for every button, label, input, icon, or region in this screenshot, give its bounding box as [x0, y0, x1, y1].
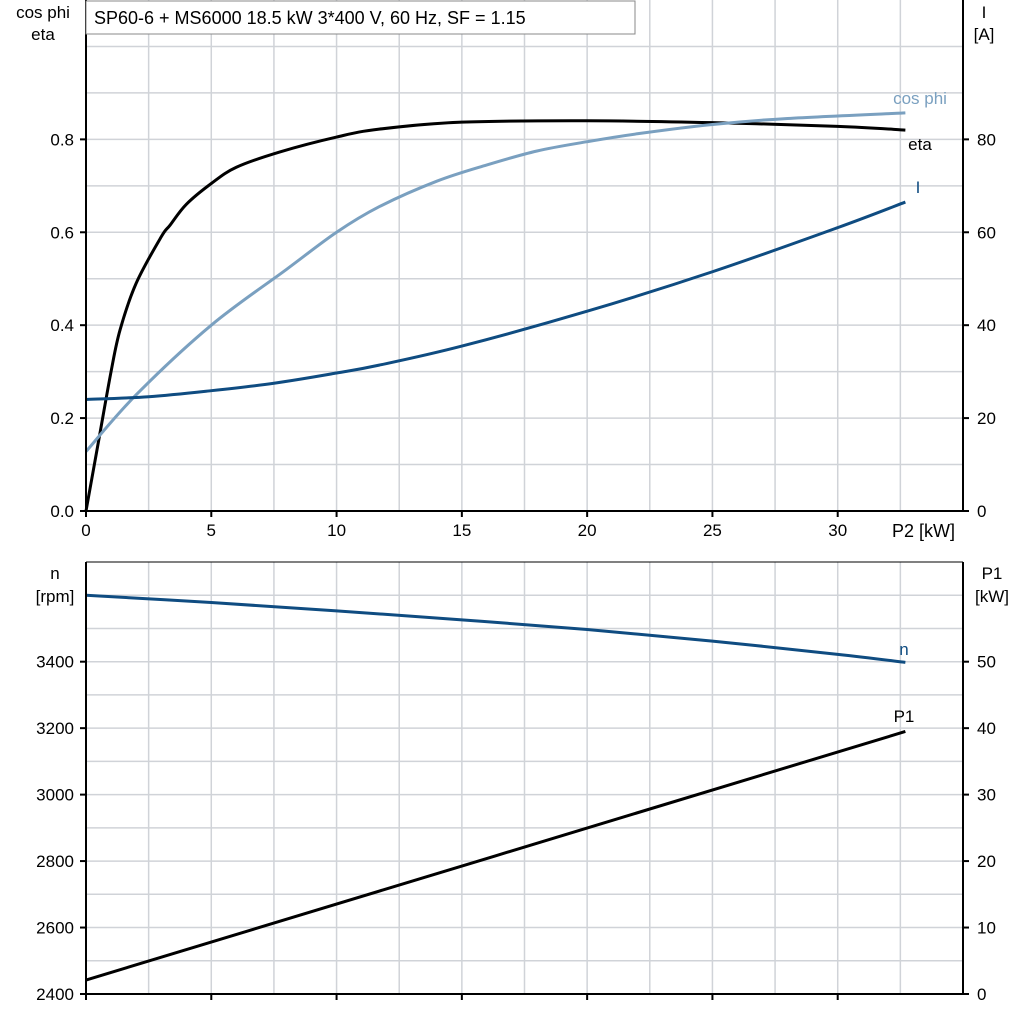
right-tick-label: 50	[977, 653, 996, 672]
right-tick-label: 0	[977, 502, 986, 521]
right-tick-label: 30	[977, 786, 996, 805]
right-tick-label: 40	[977, 719, 996, 738]
axes-layer: 0.0 0.2 0.4 0.6 0.8 0 20 40 60 80 0 5 10 15 20 25 30 2400…	[36, 0, 996, 1004]
left-tick-label: 3000	[36, 786, 74, 805]
top-right-ylabel-2: [A]	[974, 25, 995, 44]
right-tick-label: 40	[977, 316, 996, 335]
right-tick-label: 20	[977, 852, 996, 871]
x-axis-label: P2 [kW]	[892, 521, 955, 541]
series-line-eta	[84, 119, 906, 512]
bottom-right-ylabel-1: P1	[982, 564, 1003, 583]
left-tick-label: 2800	[36, 852, 74, 871]
bottom-right-ylabel-2: [kW]	[975, 587, 1009, 606]
left-tick-label: 3400	[36, 653, 74, 672]
left-tick-label: 0.6	[50, 223, 74, 242]
top-right-ylabel-1: I	[982, 3, 987, 22]
right-tick-label: 20	[977, 409, 996, 428]
series-line-cos-phi	[84, 111, 906, 453]
right-tick-label: 60	[977, 223, 996, 242]
series-label-n: n	[899, 640, 908, 659]
series-label-eta: eta	[908, 135, 932, 154]
series-label-cos-phi: cos phi	[893, 89, 947, 108]
x-tick-label: 30	[828, 521, 847, 540]
top-left-ylabel-2: eta	[31, 25, 55, 44]
series-label-P1: P1	[894, 707, 915, 726]
chart-title: SP60-6 + MS6000 18.5 kW 3*400 V, 60 Hz, …	[94, 8, 526, 28]
x-tick-label: 0	[81, 521, 90, 540]
right-tick-label: 10	[977, 919, 996, 938]
bottom-left-ylabel-1: n	[50, 564, 59, 583]
series-layer: eta cos phi In P1	[84, 89, 947, 982]
top-left-ylabel-1: cos phi	[16, 3, 70, 22]
x-tick-label: 15	[452, 521, 471, 540]
x-tick-label: 5	[207, 521, 216, 540]
series-label-I: I	[916, 178, 921, 197]
right-tick-label: 80	[977, 130, 996, 149]
left-tick-label: 0.0	[50, 502, 74, 521]
left-tick-label: 2600	[36, 919, 74, 938]
bottom-grid	[86, 562, 963, 994]
series-line-P1	[85, 730, 906, 982]
left-tick-label: 2400	[36, 985, 74, 1004]
x-tick-label: 10	[327, 521, 346, 540]
x-tick-label: 25	[703, 521, 722, 540]
top-grid	[86, 0, 963, 511]
right-tick-label: 0	[977, 985, 986, 1004]
series-line-I	[85, 200, 906, 402]
left-tick-label: 3200	[36, 719, 74, 738]
x-tick-label: 20	[578, 521, 597, 540]
title-box	[85, 0, 636, 35]
series-line-n	[85, 593, 906, 664]
left-tick-label: 0.4	[50, 316, 74, 335]
left-tick-label: 0.2	[50, 409, 74, 428]
bottom-left-ylabel-2: [rpm]	[36, 587, 75, 606]
left-tick-label: 0.8	[50, 130, 74, 149]
